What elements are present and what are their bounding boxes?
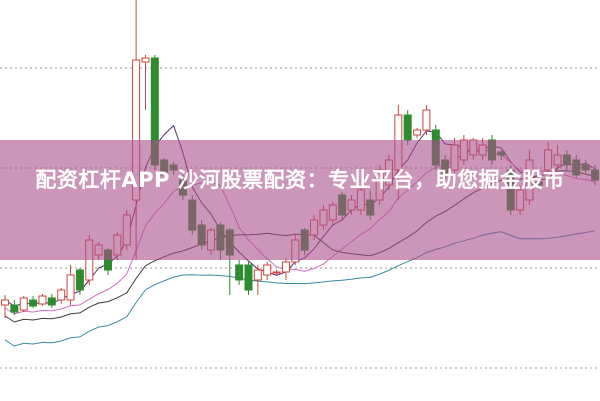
candle-body xyxy=(263,264,272,276)
candle-body xyxy=(413,129,422,136)
candle-body xyxy=(75,269,84,291)
title-banner xyxy=(0,140,600,260)
candle-body xyxy=(403,114,412,141)
candle-body xyxy=(253,269,262,281)
candle-body xyxy=(10,304,19,313)
candle-body xyxy=(281,261,290,273)
candle-body xyxy=(244,264,253,291)
candle-body xyxy=(29,299,38,307)
candle-body xyxy=(272,271,281,274)
candle-body xyxy=(66,274,75,301)
candle-body xyxy=(422,109,431,131)
candle-body xyxy=(47,297,56,306)
candle-body xyxy=(141,57,150,63)
candle-body xyxy=(57,289,66,301)
candle-body xyxy=(1,299,9,306)
candle-body xyxy=(38,295,47,305)
candle-body xyxy=(19,297,28,311)
candle-body xyxy=(235,264,244,281)
page-title: 配资杠杆APP 沙河股票配资：专业平台，助您掘金股市 xyxy=(35,168,565,192)
